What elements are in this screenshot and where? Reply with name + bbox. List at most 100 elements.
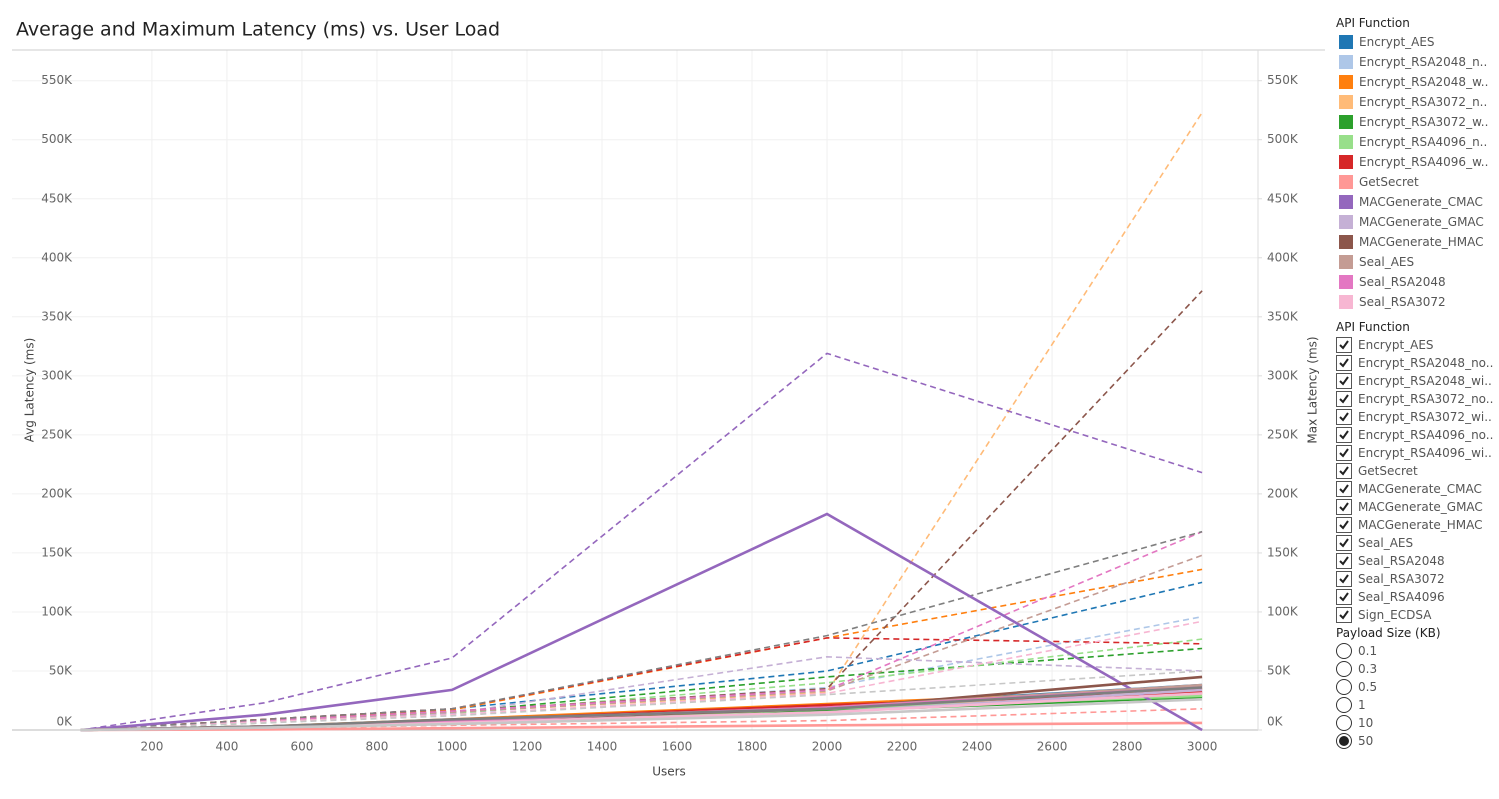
filter-label[interactable]: Seal_AES [1358, 536, 1414, 550]
function-filter: API Function Encrypt_AES Encrypt_RSA2048_… [1336, 318, 1496, 624]
legend-swatch [1339, 195, 1353, 209]
filter-item[interactable]: MACGenerate_HMAC [1336, 516, 1496, 534]
filter-label[interactable]: Encrypt_RSA2048_wi.. [1358, 374, 1492, 388]
legend-swatch [1339, 235, 1353, 249]
checkbox[interactable] [1336, 517, 1352, 533]
filter-label[interactable]: Encrypt_RSA3072_wi.. [1358, 410, 1492, 424]
radio-label[interactable]: 50 [1358, 734, 1374, 748]
max-latency-line [80, 290, 1203, 731]
legend-item: Encrypt_RSA2048_n.. [1336, 52, 1496, 72]
y2-tick-label: 550K [1267, 73, 1299, 87]
legend-item: MACGenerate_HMAC [1336, 232, 1496, 252]
checkbox[interactable] [1336, 445, 1352, 461]
radio-option[interactable]: 0.5 [1336, 678, 1496, 696]
radio-button[interactable] [1336, 697, 1352, 713]
radio-label[interactable]: 1 [1358, 698, 1366, 712]
filter-item[interactable]: Encrypt_RSA2048_wi.. [1336, 372, 1496, 390]
radio-button[interactable] [1336, 643, 1352, 659]
check-icon [1339, 430, 1349, 440]
checkbox[interactable] [1336, 373, 1352, 389]
filter-item[interactable]: Encrypt_RSA4096_no.. [1336, 426, 1496, 444]
legend-swatch [1339, 95, 1353, 109]
checkbox[interactable] [1336, 355, 1352, 371]
checkbox[interactable] [1336, 409, 1352, 425]
checkbox[interactable] [1336, 589, 1352, 605]
checkbox[interactable] [1336, 499, 1352, 515]
radio-button[interactable] [1336, 733, 1352, 749]
filter-label[interactable]: Seal_RSA4096 [1358, 590, 1445, 604]
filter-title: API Function [1336, 320, 1410, 334]
filter-item[interactable]: MACGenerate_CMAC [1336, 480, 1496, 498]
filter-label[interactable]: Encrypt_RSA2048_no.. [1358, 356, 1494, 370]
filter-item[interactable]: Encrypt_AES [1336, 336, 1496, 354]
filter-label[interactable]: Encrypt_AES [1358, 338, 1434, 352]
checkbox[interactable] [1336, 391, 1352, 407]
avg-latency-line [80, 512, 1203, 732]
filter-item[interactable]: Encrypt_RSA4096_wi.. [1336, 444, 1496, 462]
max-latency-line [80, 670, 1203, 731]
radio-label[interactable]: 0.1 [1358, 644, 1378, 658]
x-tick-label: 600 [290, 740, 313, 754]
y2-tick-label: 200K [1267, 486, 1299, 500]
check-icon [1339, 376, 1349, 386]
y-tick-label: 150K [41, 545, 73, 559]
checkbox[interactable] [1336, 337, 1352, 353]
filter-label[interactable]: Encrypt_RSA4096_wi.. [1358, 446, 1492, 460]
legend-label: MACGenerate_HMAC [1359, 235, 1484, 249]
legend-label: Encrypt_RSA3072_n.. [1359, 95, 1488, 109]
checkbox[interactable] [1336, 481, 1352, 497]
check-icon [1339, 556, 1349, 566]
legend-swatch [1339, 275, 1353, 289]
filter-item[interactable]: Sign_ECDSA [1336, 606, 1496, 624]
y-tick-label: 350K [41, 309, 73, 323]
radio-option[interactable]: 0.3 [1336, 660, 1496, 678]
radio-option[interactable]: 1 [1336, 696, 1496, 714]
filter-label[interactable]: MACGenerate_GMAC [1358, 500, 1483, 514]
legend-swatch [1339, 135, 1353, 149]
filter-item[interactable]: Seal_RSA2048 [1336, 552, 1496, 570]
filter-label[interactable]: Sign_ECDSA [1358, 608, 1432, 622]
filter-item[interactable]: GetSecret [1336, 462, 1496, 480]
filter-label[interactable]: Encrypt_RSA3072_no.. [1358, 392, 1494, 406]
filter-item[interactable]: Seal_RSA3072 [1336, 570, 1496, 588]
filter-label[interactable]: Seal_RSA3072 [1358, 572, 1445, 586]
legend-label: Seal_RSA2048 [1359, 275, 1446, 289]
filter-item[interactable]: Encrypt_RSA2048_no.. [1336, 354, 1496, 372]
radio-option[interactable]: 0.1 [1336, 642, 1496, 660]
check-icon [1339, 394, 1349, 404]
radio-button[interactable] [1336, 679, 1352, 695]
payload-title: Payload Size (KB) [1336, 626, 1441, 640]
legend-label: Encrypt_RSA3072_w.. [1359, 115, 1489, 129]
radio-label[interactable]: 0.5 [1358, 680, 1378, 694]
filter-label[interactable]: GetSecret [1358, 464, 1418, 478]
radio-option[interactable]: 10 [1336, 714, 1496, 732]
checkbox[interactable] [1336, 463, 1352, 479]
checkbox[interactable] [1336, 427, 1352, 443]
y-tick-label: 450K [41, 191, 73, 205]
filter-item[interactable]: Encrypt_RSA3072_wi.. [1336, 408, 1496, 426]
checkbox[interactable] [1336, 535, 1352, 551]
filter-label[interactable]: Seal_RSA2048 [1358, 554, 1445, 568]
y-tick-label: 250K [41, 427, 73, 441]
filter-label[interactable]: MACGenerate_CMAC [1358, 482, 1482, 496]
check-icon [1339, 502, 1349, 512]
filter-item[interactable]: Encrypt_RSA3072_no.. [1336, 390, 1496, 408]
payload-options: 0.1 0.3 0.5 1 10 50 [1336, 642, 1496, 750]
filter-item[interactable]: Seal_AES [1336, 534, 1496, 552]
legend-swatch [1339, 155, 1353, 169]
filter-label[interactable]: Encrypt_RSA4096_no.. [1358, 428, 1494, 442]
filter-label[interactable]: MACGenerate_HMAC [1358, 518, 1483, 532]
legend-label: Seal_AES [1359, 255, 1415, 269]
radio-option[interactable]: 50 [1336, 732, 1496, 750]
checkbox[interactable] [1336, 571, 1352, 587]
checkbox[interactable] [1336, 553, 1352, 569]
radio-button[interactable] [1336, 715, 1352, 731]
chart: Average and Maximum Latency (ms) vs. Use… [12, 19, 1325, 779]
filter-item[interactable]: Seal_RSA4096 [1336, 588, 1496, 606]
x-tick-label: 2400 [962, 740, 993, 754]
filter-item[interactable]: MACGenerate_GMAC [1336, 498, 1496, 516]
radio-label[interactable]: 10 [1358, 716, 1374, 730]
radio-button[interactable] [1336, 661, 1352, 677]
radio-label[interactable]: 0.3 [1358, 662, 1378, 676]
checkbox[interactable] [1336, 607, 1352, 623]
